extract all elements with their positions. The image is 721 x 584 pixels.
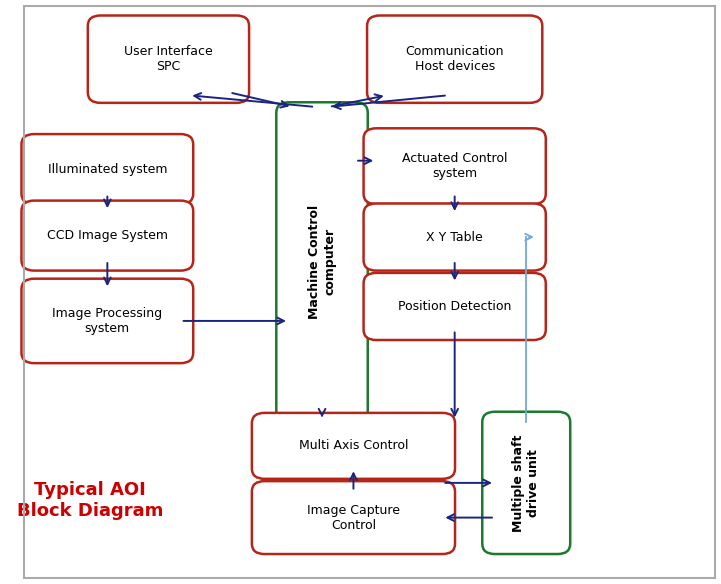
FancyBboxPatch shape <box>22 134 193 204</box>
FancyBboxPatch shape <box>363 273 546 340</box>
Text: Multi Axis Control: Multi Axis Control <box>298 439 408 453</box>
Text: Typical AOI
Block Diagram: Typical AOI Block Diagram <box>17 481 163 520</box>
Text: X Y Table: X Y Table <box>426 231 483 244</box>
FancyBboxPatch shape <box>363 128 546 204</box>
Text: Machine Control
computer: Machine Control computer <box>308 204 336 319</box>
Text: User Interface
SPC: User Interface SPC <box>124 45 213 73</box>
Text: CCD Image System: CCD Image System <box>47 229 168 242</box>
FancyBboxPatch shape <box>252 481 455 554</box>
Text: Position Detection: Position Detection <box>398 300 511 313</box>
FancyBboxPatch shape <box>252 413 455 479</box>
FancyBboxPatch shape <box>22 201 193 270</box>
FancyBboxPatch shape <box>367 16 542 103</box>
Text: Image Processing
system: Image Processing system <box>53 307 162 335</box>
FancyBboxPatch shape <box>363 203 546 270</box>
FancyBboxPatch shape <box>482 412 570 554</box>
Text: Illuminated system: Illuminated system <box>48 162 167 176</box>
Text: Communication
Host devices: Communication Host devices <box>405 45 504 73</box>
Text: Actuated Control
system: Actuated Control system <box>402 152 508 180</box>
Text: Image Capture
Control: Image Capture Control <box>307 503 400 531</box>
FancyBboxPatch shape <box>88 16 249 103</box>
Text: Multiple shaft
drive unit: Multiple shaft drive unit <box>512 434 540 531</box>
FancyBboxPatch shape <box>22 279 193 363</box>
FancyBboxPatch shape <box>276 102 368 421</box>
